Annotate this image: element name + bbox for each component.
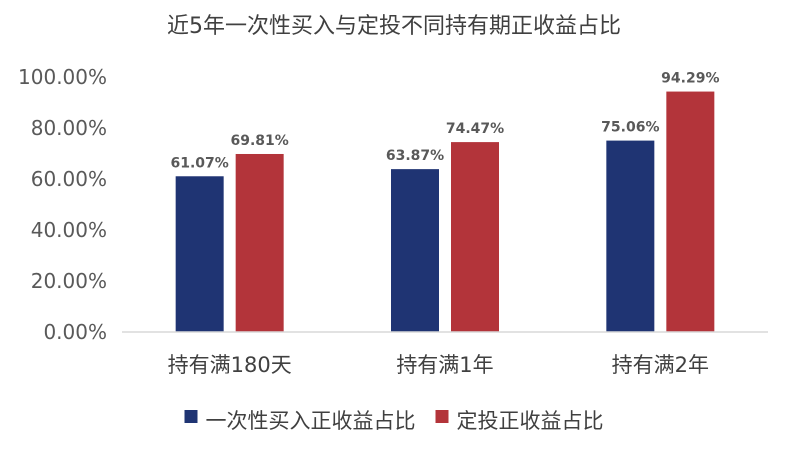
legend-label: 一次性买入正收益占比 (206, 409, 416, 433)
legend-label: 定投正收益占比 (457, 409, 604, 433)
y-tick-label: 80.00% (31, 116, 107, 140)
y-tick-label: 40.00% (31, 218, 107, 242)
bar-series-2-category-1 (235, 153, 284, 332)
legend-swatch-series-2 (435, 410, 449, 423)
data-label: 63.87% (386, 148, 444, 164)
y-tick-label: 20.00% (31, 269, 107, 293)
data-label: 69.81% (231, 133, 289, 149)
x-tick-label: 持有满1年 (396, 353, 493, 377)
legend-swatch-series-1 (184, 410, 198, 423)
data-labels-group: 61.07%69.81% 63.87%74.47% 75.06% 94.29% (171, 71, 720, 172)
bar-series-1-category-3 (606, 140, 655, 332)
x-axis: 持有满180天 持有满1年 持有满2年 (168, 353, 709, 377)
y-tick-label: 60.00% (31, 167, 107, 191)
legend: 一次性买入正收益占比 定投正收益占比 (184, 409, 604, 433)
data-label: 94.29% (661, 71, 719, 87)
data-label: 75.06% (601, 120, 659, 136)
y-tick-label: 0.00% (43, 320, 107, 344)
data-label: 74.47% (446, 121, 504, 137)
bar-series-2-category-2 (451, 142, 499, 332)
x-tick-label: 持有满2年 (612, 353, 709, 377)
bars-group (175, 91, 715, 332)
bar-series-1-category-2 (391, 169, 439, 332)
bar-series-2-category-3 (666, 91, 715, 332)
y-tick-label: 100.00% (18, 65, 107, 89)
y-axis: 0.00% 20.00% 40.00% 60.00% 80.00% 100.00% (18, 65, 107, 344)
x-tick-label: 持有满180天 (168, 353, 292, 377)
chart-title: 近5年一次性买入与定投不同持有期正收益占比 (167, 14, 621, 39)
bar-series-1-category-1 (175, 176, 224, 332)
data-label: 61.07% (171, 155, 229, 171)
